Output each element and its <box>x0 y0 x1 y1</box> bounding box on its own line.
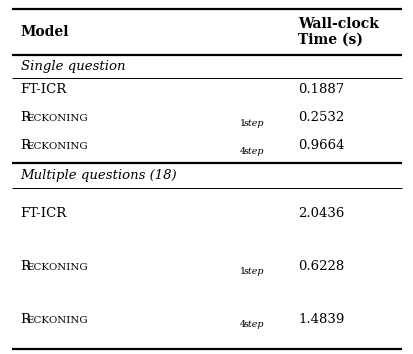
Text: 0.9664: 0.9664 <box>297 139 344 152</box>
Text: step: step <box>243 147 263 156</box>
Text: ECKONING: ECKONING <box>26 142 88 151</box>
Text: ECKONING: ECKONING <box>26 263 88 272</box>
Text: FT-ICR: FT-ICR <box>21 83 67 96</box>
Text: 1.4839: 1.4839 <box>297 313 344 326</box>
Text: step: step <box>243 267 263 276</box>
Text: step: step <box>243 119 263 127</box>
Text: Model: Model <box>21 25 69 39</box>
Text: 0.2532: 0.2532 <box>297 111 344 124</box>
Text: step: step <box>243 320 263 329</box>
Text: 0.6228: 0.6228 <box>297 260 344 273</box>
Text: R: R <box>21 111 31 124</box>
Text: 0.1887: 0.1887 <box>297 83 344 96</box>
Text: 1: 1 <box>239 267 245 276</box>
Text: ECKONING: ECKONING <box>26 316 88 325</box>
Text: R: R <box>21 139 31 152</box>
Text: ECKONING: ECKONING <box>26 114 88 123</box>
Text: 4: 4 <box>239 147 245 156</box>
Text: 4: 4 <box>239 320 245 329</box>
Text: Wall-clock
Time (s): Wall-clock Time (s) <box>297 17 378 47</box>
Text: FT-ICR: FT-ICR <box>21 207 67 219</box>
Text: R: R <box>21 260 31 273</box>
Text: R: R <box>21 313 31 326</box>
Text: 2.0436: 2.0436 <box>297 207 344 219</box>
Text: Multiple questions (18): Multiple questions (18) <box>21 169 177 182</box>
Text: Single question: Single question <box>21 60 125 73</box>
Text: 1: 1 <box>239 119 245 127</box>
